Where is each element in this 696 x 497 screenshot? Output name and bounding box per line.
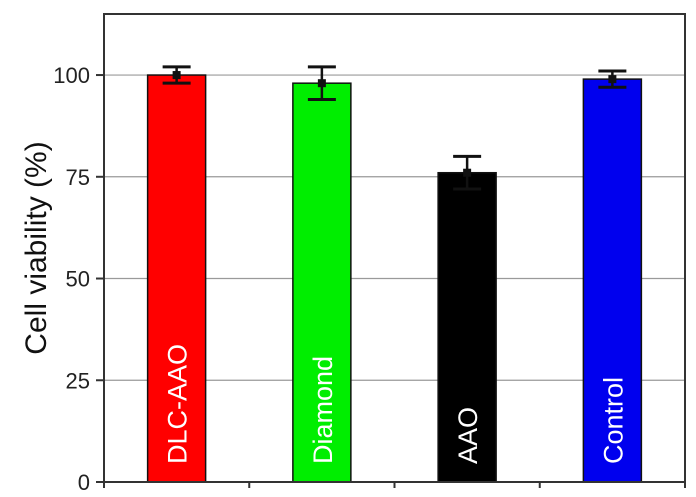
bar-aao: [437, 171, 497, 483]
bar-dlc-aao: [146, 74, 207, 483]
error-bars: [162, 65, 627, 191]
bar-labels: DLC-AAO Diamond AAO Control: [163, 344, 629, 464]
y-tick-label: 100: [53, 63, 90, 88]
x-axis-ticks: [103, 482, 686, 488]
bar-label-control: Control: [598, 377, 628, 464]
bar-label-aao: AAO: [453, 407, 483, 464]
y-tick-label: 50: [66, 267, 90, 292]
mean-marker: [463, 168, 472, 177]
mean-marker: [608, 75, 617, 84]
bar-label-dlc-aao: DLC-AAO: [163, 344, 193, 464]
bar-label-diamond: Diamond: [308, 356, 338, 464]
mean-marker: [172, 71, 181, 80]
bar-control: [582, 78, 643, 483]
y-axis-title: Cell viability (%): [20, 141, 53, 354]
y-tick-label: 0: [78, 470, 90, 495]
y-tick-label: 25: [66, 368, 90, 393]
y-tick-label: 75: [66, 165, 90, 190]
mean-marker: [317, 79, 326, 88]
y-axis-ticks: 0 25 50 75 100: [53, 63, 104, 495]
